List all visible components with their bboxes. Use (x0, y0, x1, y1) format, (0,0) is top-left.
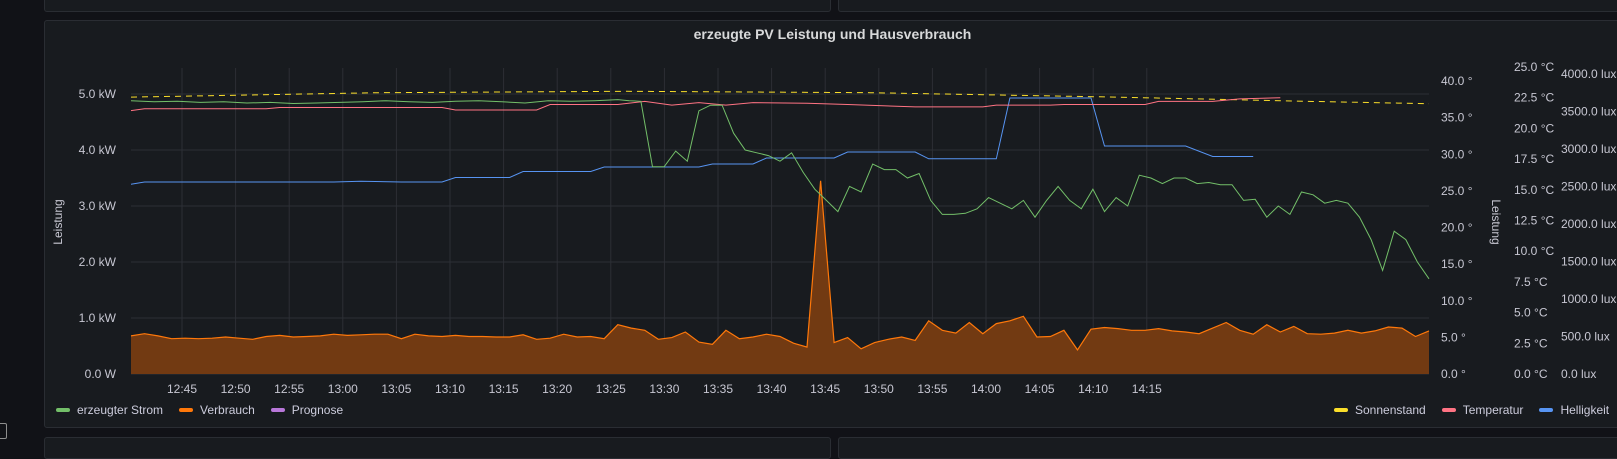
right-axis-label: Leistung (1489, 199, 1503, 244)
y-tick-label-right2: 2.5 °C (1514, 336, 1548, 350)
y-tick-label-right3: 3500.0 lux (1561, 105, 1616, 119)
legend-swatch-sun (1334, 408, 1348, 412)
series-line-pv (130, 99, 1430, 280)
y-tick-label-right3: 500.0 lux (1561, 330, 1610, 344)
chart-grid (131, 68, 1429, 375)
legend-label: Prognose (291, 403, 344, 417)
series-line-consumption (130, 180, 1430, 351)
legend-item-forecast[interactable]: Prognose (270, 402, 344, 418)
legend-swatch-forecast (270, 408, 285, 412)
y-tick-label-right2: 17.5 °C (1514, 152, 1554, 166)
series-line-sun (130, 90, 1430, 105)
x-tick-label: 14:00 (971, 382, 1001, 396)
y-tick-label-right1: 10.0 ° (1441, 294, 1473, 308)
series-line-temperature (130, 97, 1281, 112)
series-line-brightness (130, 97, 1254, 185)
y-tick-label-right3: 1000.0 lux (1561, 292, 1616, 306)
x-tick-label: 13:05 (381, 382, 411, 396)
x-tick-label: 13:35 (703, 382, 733, 396)
y-tick-label-right2: 22.5 °C (1514, 91, 1554, 105)
legend-item-sun[interactable]: Sonnenstand (1334, 402, 1426, 418)
y-tick-label-right2: 25.0 °C (1514, 60, 1554, 74)
legend-label: Sonnenstand (1355, 403, 1426, 417)
legend-right: Sonnenstand Temperatur Helligkeit (1334, 402, 1609, 418)
y-tick-label-right2: 10.0 °C (1514, 244, 1554, 258)
panel-above-left (44, 0, 831, 12)
x-tick-label: 13:55 (917, 382, 947, 396)
y-tick-label-right1: 5.0 ° (1441, 330, 1466, 344)
x-tick-label: 13:15 (489, 382, 519, 396)
legend-swatch-pv (56, 408, 70, 412)
x-tick-label: 13:45 (810, 382, 840, 396)
x-tick-label: 13:40 (757, 382, 787, 396)
x-tick-label: 13:20 (542, 382, 572, 396)
x-tick-label: 12:55 (274, 382, 304, 396)
y-tick-label-right3: 2500.0 lux (1561, 180, 1616, 194)
y-tick-label-left: 0.0 W (85, 367, 117, 381)
y-tick-label-right2: 0.0 °C (1514, 367, 1548, 381)
y-tick-label-right2: 12.5 °C (1514, 214, 1554, 228)
y-tick-label-left: 4.0 kW (79, 143, 117, 157)
legend-label: erzeugter Strom (77, 403, 164, 417)
y-tick-label-right2: 7.5 °C (1514, 275, 1548, 289)
series-lines (130, 90, 1430, 351)
x-tick-label: 12:45 (167, 382, 197, 396)
x-tick-label: 13:50 (864, 382, 894, 396)
y-tick-label-right2: 20.0 °C (1514, 121, 1554, 135)
x-tick-label: 13:00 (328, 382, 358, 396)
y-tick-label-right1: 35.0 ° (1441, 111, 1473, 125)
y-tick-label-right3: 1500.0 lux (1561, 255, 1616, 269)
x-tick-label: 13:25 (596, 382, 626, 396)
legend-item-brightness[interactable]: Helligkeit (1539, 402, 1609, 418)
consumption-area (131, 180, 1429, 374)
y-tick-label-right3: 4000.0 lux (1561, 67, 1616, 81)
legend-swatch-temperature (1441, 408, 1456, 412)
y-tick-label-right1: 0.0 ° (1441, 367, 1466, 381)
legend-label: Helligkeit (1560, 403, 1610, 417)
legend-swatch-consumption (179, 408, 194, 412)
x-tick-label: 14:05 (1025, 382, 1055, 396)
axis-ticks: 12:45 12:50 12:55 13:00 13:05 13:10 13:15 13:20… (79, 60, 1617, 396)
y-tick-label-right2: 15.0 °C (1514, 183, 1554, 197)
legend-left: erzeugter Strom Verbrauch Prognose (56, 402, 359, 418)
x-tick-label: 12:50 (221, 382, 251, 396)
panel-above-right (838, 0, 1617, 12)
legend-label: Verbrauch (200, 403, 255, 417)
x-tick-label: 13:10 (435, 382, 465, 396)
y-tick-label-right3: 3000.0 lux (1561, 142, 1616, 156)
x-tick-label: 13:30 (649, 382, 679, 396)
series-area-consumption (131, 180, 1429, 374)
y-tick-label-left: 3.0 kW (79, 199, 117, 213)
y-tick-label-left: 5.0 kW (79, 87, 117, 101)
chart-svg: 12:45 12:50 12:55 13:00 13:05 13:10 13:15 13:20… (51, 60, 1617, 396)
y-tick-label-left: 1.0 kW (79, 311, 117, 325)
y-tick-label-right3: 0.0 lux (1561, 367, 1596, 381)
y-tick-label-right1: 20.0 ° (1441, 221, 1473, 235)
legend-item-pv[interactable]: erzeugter Strom (56, 402, 163, 418)
legend-swatch-brightness (1539, 408, 1554, 412)
legend-item-temperature[interactable]: Temperatur (1441, 402, 1524, 418)
y-tick-label-right1: 15.0 ° (1441, 257, 1473, 271)
legend-label: Temperatur (1462, 403, 1524, 417)
y-tick-label-left: 2.0 kW (79, 255, 117, 269)
y-tick-label-right2: 5.0 °C (1514, 306, 1548, 320)
y-tick-label-right1: 25.0 ° (1441, 184, 1473, 198)
y-tick-label-right1: 40.0 ° (1441, 74, 1473, 88)
legend-item-consumption[interactable]: Verbrauch (179, 402, 255, 418)
panel-title[interactable]: erzeugte PV Leistung und Hausverbrauch (693, 26, 972, 42)
y-tick-label-right1: 30.0 ° (1441, 147, 1473, 161)
left-axis-label: Leistung (51, 199, 65, 244)
y-tick-label-right3: 2000.0 lux (1561, 217, 1616, 231)
x-tick-label: 14:10 (1078, 382, 1108, 396)
x-tick-label: 14:15 (1132, 382, 1162, 396)
collapse-handle[interactable] (0, 423, 7, 439)
